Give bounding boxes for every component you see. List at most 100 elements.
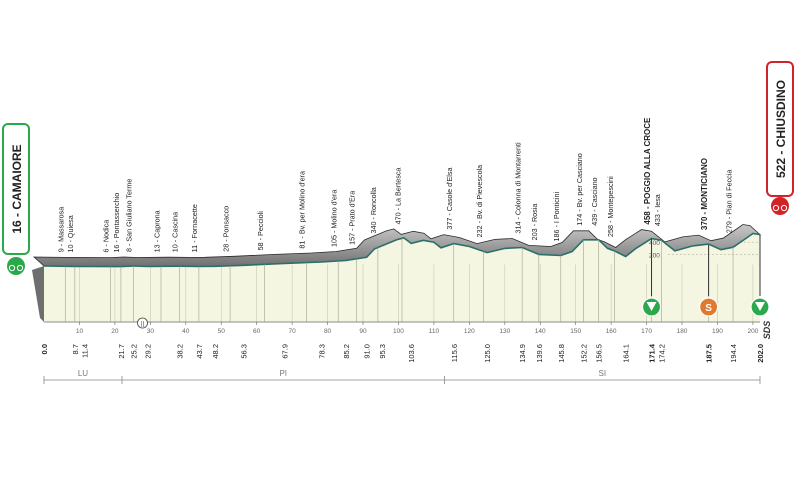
place-label-major: 370 - MONTICIANO: [700, 158, 709, 230]
km-marker-label: 78.3: [318, 344, 327, 359]
place-label: 279 - Pian di Feccia: [724, 170, 733, 234]
place-label: 203 - Rosia: [530, 204, 539, 241]
km-marker-label: 29.2: [144, 344, 153, 359]
km-marker-label: 0.0: [40, 344, 49, 354]
place-label: 6 - Nodica: [102, 220, 111, 253]
km-marker-label: 21.7: [117, 344, 126, 359]
place-label: 186 - I Ponticini: [552, 192, 561, 242]
x-axis-tick-label: 110: [429, 328, 440, 335]
x-axis-tick-label: 160: [606, 328, 617, 335]
feed-zone-icon: [137, 317, 148, 329]
x-axis-tick-label: 140: [535, 328, 546, 335]
x-axis-tick-label: 80: [324, 328, 332, 335]
start-wall: [32, 266, 44, 322]
profile-line: [43, 232, 761, 268]
place-label: 58 - Peccioli: [256, 211, 265, 251]
km-marker-label: 202.0: [756, 344, 765, 363]
km-marker-label: 125.0: [483, 344, 492, 363]
x-axis-tick-label: 120: [464, 328, 475, 335]
km-marker-label: 103.6: [407, 344, 416, 363]
place-label: 433 - Iesa: [653, 194, 662, 226]
km-markers: 0.0 8.7 11.4 21.7 25.2 29.2 38.2 43.7 48.2 56.3 67…: [40, 343, 765, 363]
elevation-tick-label: 400: [649, 240, 660, 247]
x-axis-tick-label: 30: [147, 328, 155, 335]
x-axis: 10 20 30 40 50 60 70 80 90 100 110 120 130 140 150 160 1…: [44, 321, 760, 335]
x-axis-tick-label: 170: [641, 328, 652, 335]
x-axis-tick-label: 60: [253, 328, 261, 335]
place-label: 8 - San Giuliano Terme: [125, 179, 134, 252]
km-marker-label: 25.2: [129, 344, 138, 359]
place-label: 314 - Colonna di Montarrenti: [513, 142, 522, 233]
place-label: 174 - Bv. per Casciano: [575, 153, 584, 226]
km-marker-label: 85.2: [342, 344, 351, 359]
start-bike-wheel: [16, 264, 24, 272]
brand-logo: SDS: [762, 321, 772, 340]
marker-arrow-icon: [755, 302, 765, 311]
km-marker-label: 38.2: [175, 344, 184, 359]
place-label: 10 - Quiesa: [66, 215, 75, 252]
province-code: PI: [279, 369, 287, 378]
km-marker-label: 95.3: [378, 344, 387, 359]
province-code: LU: [78, 369, 88, 378]
km-marker-label: 156.5: [595, 344, 604, 363]
km-marker-label: 67.9: [281, 344, 290, 359]
x-axis-tick-label: 50: [218, 328, 226, 335]
km-marker-label: 91.0: [363, 344, 372, 359]
start-label: 16 - CAMAIORE: [10, 144, 24, 233]
place-label: 232 - Bv. di Pievescola: [475, 165, 484, 238]
km-marker-label: 187.5: [705, 344, 714, 363]
km-marker-label: 174.2: [657, 344, 666, 363]
x-axis-tick-label: 150: [570, 328, 581, 335]
place-label: 377 - Casole d'Elsa: [445, 168, 454, 230]
km-marker-label: 139.6: [535, 344, 544, 363]
stage-markers: || S: [137, 234, 770, 329]
place-label: 81 - Bv. per Molino d'era: [298, 171, 307, 249]
place-label: 10 - Cascina: [171, 212, 180, 252]
km-marker-label: 134.9: [518, 344, 527, 363]
elevation-tick-label: 200: [649, 253, 660, 260]
x-axis-tick-label: 130: [499, 328, 510, 335]
x-axis-tick-label: 70: [289, 328, 297, 335]
place-label: 157 - Prato d'Era: [348, 191, 357, 245]
km-marker-label: 171.4: [648, 343, 657, 363]
km-marker-label: 152.2: [579, 344, 588, 363]
km-marker-label: 164.1: [622, 344, 631, 363]
finish-bike-wheel: [772, 204, 780, 212]
kom-marker-label: S: [705, 303, 712, 314]
km-marker-label: 115.6: [450, 344, 459, 362]
kom-marker-icon: [699, 297, 719, 317]
start-finish-labels: SDS 16 - CAMAIORE 522 - CHIUSDINO: [2, 61, 794, 340]
place-label: 28 - Ponsacco: [221, 206, 230, 252]
km-marker-label: 56.3: [240, 344, 249, 359]
x-axis-tick-label: 100: [393, 328, 404, 335]
start-label-box: [2, 123, 30, 255]
x-axis-tick-label: 90: [359, 328, 367, 335]
place-label: 470 - La Bertesca: [393, 168, 402, 225]
place-label: 439 - Casciano: [590, 177, 599, 225]
x-axis-tick-label: 10: [76, 328, 84, 335]
km-marker-label: 8.7: [71, 344, 80, 354]
place-labels: 9 - Massarosa 10 - Quiesa 6 - Nodica 16 - P…: [57, 117, 733, 322]
km-marker-label: 11.4: [80, 344, 89, 358]
km-marker-label: 48.2: [211, 344, 220, 359]
place-label: 13 - Caprona: [152, 210, 161, 252]
km-marker-label: 43.7: [195, 344, 204, 359]
x-axis-tick-label: 200: [747, 328, 758, 335]
x-axis-tick-label: 180: [677, 328, 688, 335]
x-axis-tick-label: 40: [182, 328, 190, 335]
feed-zone-label: ||: [141, 322, 145, 328]
km-grid: [79, 264, 754, 322]
finish-label-box: [766, 61, 794, 197]
place-label: 105 - Molino d'era: [330, 190, 339, 247]
relief-band: [32, 224, 762, 268]
km-marker-label: 194.4: [729, 344, 738, 363]
x-axis-tick-label: 20: [111, 328, 119, 335]
place-label: 11 - Fornacette: [190, 204, 199, 252]
km-marker-label: 145.8: [557, 344, 566, 363]
place-label-major: 458 - POGGIO ALLA CROCE: [643, 117, 652, 225]
province-bar: LU PI SI: [43, 369, 761, 384]
start-bike-wheel: [8, 264, 16, 272]
finish-label: 522 - CHIUSDINO: [774, 80, 788, 178]
place-label: 258 - Montepescini: [606, 176, 615, 237]
